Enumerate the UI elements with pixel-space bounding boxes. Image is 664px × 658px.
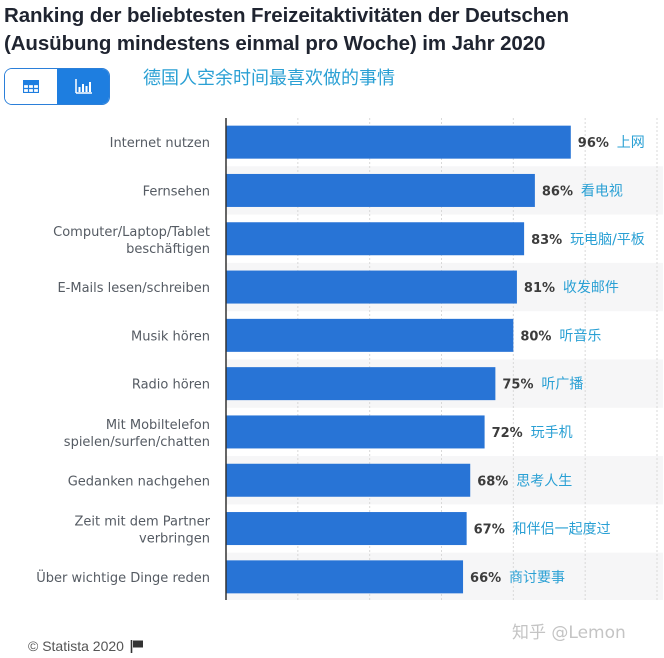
category-label-line: Internet nutzen [110, 136, 210, 151]
category-label-line: beschäftigen [126, 242, 210, 257]
value-label: 67% [474, 523, 505, 538]
chart-view-button[interactable] [57, 69, 109, 104]
bar[interactable] [226, 125, 571, 159]
category-label-line: verbringen [139, 532, 210, 547]
chinese-subtitle: 德国人空余时间最喜欢做的事情 [143, 68, 395, 89]
category-label-line: Zeit mit dem Partner [74, 515, 210, 530]
bar-chart: Internet nutzen 96% 上网 Fernsehen 86% 看电视 Compu… [36, 118, 663, 600]
chinese-annotation: 收发邮件 [563, 280, 619, 296]
chinese-annotation: 看电视 [581, 183, 623, 199]
bar[interactable] [226, 512, 467, 546]
flag-icon[interactable] [130, 639, 144, 653]
chart-title: Ranking der beliebtesten Freizeitaktivit… [4, 2, 664, 58]
copyright-text: © Statista 2020 [28, 638, 124, 654]
bar[interactable] [226, 270, 517, 304]
category-label: Radio hören [132, 378, 210, 393]
value-label: 66% [470, 571, 501, 586]
category-label: E-Mails lesen/schreiben [57, 281, 210, 296]
category-label: Fernsehen [143, 184, 210, 199]
category-label: Internet nutzen [110, 136, 210, 151]
table-icon [23, 80, 39, 93]
category-label-line: Gedanken nachgehen [68, 474, 210, 489]
table-view-button[interactable] [5, 69, 57, 104]
value-label: 81% [524, 281, 555, 296]
category-label-line: E-Mails lesen/schreiben [57, 281, 210, 296]
chinese-annotation: 听广播 [541, 377, 583, 393]
chinese-annotation: 思考人生 [516, 473, 572, 489]
category-label: Computer/Laptop/Tablet beschäftigen [53, 225, 210, 257]
category-label-line: Musik hören [131, 329, 210, 344]
bar[interactable] [226, 367, 496, 401]
bar[interactable] [226, 415, 485, 449]
bar[interactable] [226, 173, 535, 207]
category-label-line: Mit Mobiltelefon [106, 418, 210, 433]
category-label: Zeit mit dem Partner verbringen [74, 515, 210, 547]
category-label: Über wichtige Dinge reden [36, 569, 210, 586]
category-label: Gedanken nachgehen [68, 474, 210, 489]
chinese-annotation: 玩手机 [531, 425, 573, 441]
value-label: 68% [477, 474, 508, 489]
chinese-annotation: 玩电脑/平板 [570, 232, 645, 248]
value-label: 86% [542, 184, 573, 199]
value-label: 72% [492, 426, 523, 441]
category-label: Mit Mobiltelefon spielen/surfen/chatten [64, 418, 210, 450]
bar[interactable] [226, 463, 471, 497]
bar-chart-icon [74, 79, 92, 94]
footer: © Statista 2020 [28, 638, 144, 654]
category-label-line: Computer/Laptop/Tablet [53, 225, 210, 240]
value-label: 83% [531, 233, 562, 248]
value-label: 80% [520, 329, 551, 344]
category-label-line: Radio hören [132, 378, 210, 393]
category-label-line: spielen/surfen/chatten [64, 435, 210, 450]
chinese-annotation: 商讨要事 [509, 570, 565, 586]
value-label: 75% [502, 378, 533, 393]
category-label-line: Fernsehen [143, 184, 210, 199]
chinese-annotation: 听音乐 [559, 327, 601, 344]
chinese-annotation: 和伴侣一起度过 [513, 522, 611, 538]
value-label: 96% [578, 136, 609, 151]
view-toggle [4, 68, 110, 105]
chinese-annotation: 上网 [617, 135, 645, 151]
chart-title-line1: Ranking der beliebtesten Freizeitaktivit… [4, 4, 569, 27]
category-label-line: Über wichtige Dinge reden [36, 569, 210, 586]
category-label: Musik hören [131, 329, 210, 344]
bar[interactable] [226, 560, 464, 594]
bar[interactable] [226, 318, 514, 352]
watermark: 知乎 @Lemon [512, 623, 626, 643]
chart-title-line2: (Ausübung mindestens einmal pro Woche) i… [4, 32, 546, 55]
bar[interactable] [226, 222, 525, 256]
